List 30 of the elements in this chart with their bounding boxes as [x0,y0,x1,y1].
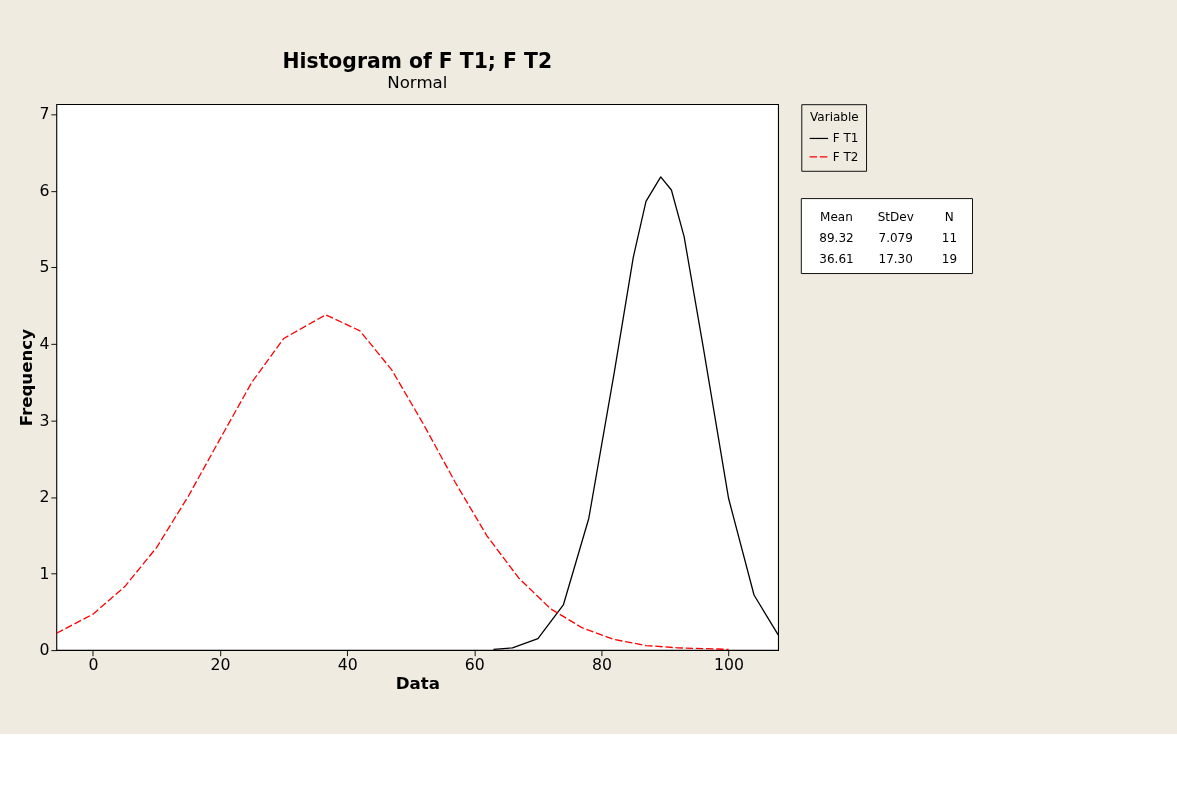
y-tick-label: 2 [39,487,50,507]
x-axis-title: Data [395,674,440,694]
y-tick-label: 7 [39,104,50,124]
y-axis-title: Frequency [17,328,37,427]
text: 11 [941,231,958,246]
chart-title: Histogram of F T1; F T2 [282,48,553,73]
y-tick-label: 5 [39,257,50,277]
legend-label: F T2 [832,149,859,164]
x-tick-label: 40 [337,655,358,675]
text: N [944,209,954,224]
legend-label: F T1 [832,131,859,146]
x-tick-label: 60 [464,655,485,675]
y-tick-label: 1 [39,563,50,583]
text: 19 [941,252,958,267]
x-tick-label: 20 [210,655,231,675]
text: 36.61 [819,252,854,267]
legend-title: Variable [810,109,859,124]
text: 7.079 [878,231,913,246]
text: StDev [877,209,914,224]
y-tick-label: 0 [39,640,50,660]
x-tick-label: 100 [714,655,745,675]
text: 17.30 [878,252,913,267]
text: Mean [820,209,853,224]
y-tick-label: 4 [39,333,50,353]
x-tick-label: 0 [88,655,99,675]
x-tick-label: 80 [591,655,612,675]
chart-subtitle: Normal [387,73,448,93]
y-tick-label: 3 [39,410,50,430]
y-tick-label: 6 [39,180,50,200]
text: 89.32 [819,231,854,246]
